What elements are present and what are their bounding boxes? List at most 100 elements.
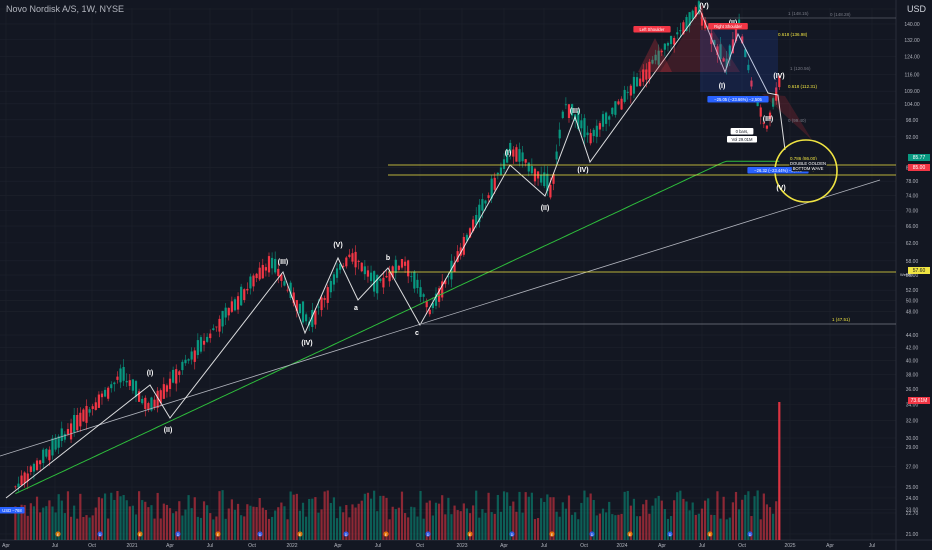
candle-body — [29, 466, 32, 472]
volume-bar — [679, 490, 682, 540]
volume-bar — [657, 495, 660, 540]
volume-bar — [416, 516, 419, 540]
candle-body — [434, 293, 438, 306]
volume-bar — [357, 503, 360, 540]
candle-body — [778, 75, 781, 88]
volume-bar — [762, 493, 765, 540]
volume-bar — [305, 516, 308, 540]
volume-bar — [246, 504, 249, 540]
currency-label[interactable]: USD — [906, 4, 926, 14]
candle-body — [747, 64, 750, 71]
volume-bar — [428, 500, 431, 540]
candle-body — [295, 300, 298, 312]
candle-body — [60, 428, 63, 441]
volume-bar — [601, 508, 605, 540]
volume-bar — [131, 505, 135, 540]
candle-body — [651, 59, 654, 64]
candle-body — [159, 390, 162, 404]
volume-bar — [642, 504, 645, 540]
volume-bar — [264, 509, 267, 540]
volume-bar — [453, 505, 456, 540]
volume-bar — [178, 501, 181, 540]
time-tick-label: Apr — [500, 543, 508, 549]
volume-bar — [431, 515, 435, 540]
candle-body — [165, 385, 169, 392]
volume-bar — [694, 514, 697, 540]
volume-bar — [558, 516, 561, 540]
candle-body — [512, 149, 515, 157]
volume-bar — [261, 507, 264, 540]
volume-bar — [308, 499, 311, 540]
candle-body — [669, 35, 673, 45]
volume-bar — [543, 501, 546, 540]
volume-bar — [527, 496, 530, 540]
candle-body — [626, 91, 629, 93]
volume-bar — [122, 495, 125, 540]
annotation-label: DOUBLE GOLDEN — [790, 161, 826, 166]
candle-body — [413, 271, 416, 289]
volume-bar — [691, 502, 694, 540]
volume-bar — [110, 492, 113, 540]
candle-body — [88, 409, 91, 413]
candle-body — [230, 301, 233, 312]
volume-bar — [280, 502, 283, 540]
candle-body — [617, 101, 620, 105]
volume-bar — [632, 498, 636, 540]
candle-body — [69, 423, 73, 440]
wave-label: b — [386, 255, 390, 262]
volume-bar — [162, 503, 165, 540]
candle-body — [765, 125, 769, 129]
volume-bar — [363, 493, 366, 540]
volume-bar — [592, 499, 595, 540]
wedge-zone — [762, 94, 812, 140]
volume-bar — [274, 510, 277, 540]
candle-body — [144, 397, 147, 409]
volume-bar — [645, 499, 648, 540]
candle-body — [673, 37, 676, 45]
wave-label: (IV) — [577, 167, 588, 174]
volume-bar — [190, 508, 193, 540]
candle-body — [601, 114, 605, 127]
volume-bar — [329, 502, 332, 540]
candle-body — [193, 350, 196, 362]
volume-bar — [648, 513, 651, 540]
candle-body — [515, 147, 518, 162]
volume-bar — [620, 513, 623, 540]
annotation-label: BOTTOM WAVE — [793, 166, 824, 171]
volume-bar — [713, 515, 716, 540]
candle-body — [465, 234, 469, 241]
candle-body — [329, 280, 332, 293]
volume-bar — [69, 516, 73, 540]
volume-bar — [88, 517, 91, 540]
candle-body — [236, 296, 240, 310]
candle-body — [654, 54, 657, 61]
wave-label: (IV) — [301, 340, 312, 347]
candle-body — [697, 1, 700, 15]
volume-bar — [128, 506, 131, 540]
candle-body — [775, 87, 778, 101]
candle-body — [586, 132, 589, 136]
candle-body — [506, 149, 509, 163]
event-marker — [215, 531, 221, 537]
fib-label: 1 (120.56) — [790, 66, 811, 71]
candle-body — [570, 104, 574, 116]
volume-bar — [212, 519, 215, 540]
fib-label: 1 (148.15) — [788, 11, 809, 16]
candle-body — [518, 149, 521, 162]
volume-bar — [478, 517, 481, 540]
volume-bar — [660, 500, 663, 540]
event-marker-label: D — [511, 533, 514, 537]
fib-label: 0.618 (136.98) — [778, 32, 808, 37]
candle-body — [73, 414, 76, 433]
wave-label: (III) — [278, 259, 289, 266]
candle-body — [366, 270, 370, 277]
candle-body — [428, 309, 431, 315]
volume-bar — [499, 511, 503, 540]
candle-body — [762, 122, 765, 124]
candle-body — [199, 337, 203, 352]
event-marker-label: D — [177, 533, 180, 537]
volume-bar — [156, 492, 159, 540]
time-tick-label: Oct — [738, 543, 746, 549]
volume-bar — [574, 512, 577, 540]
